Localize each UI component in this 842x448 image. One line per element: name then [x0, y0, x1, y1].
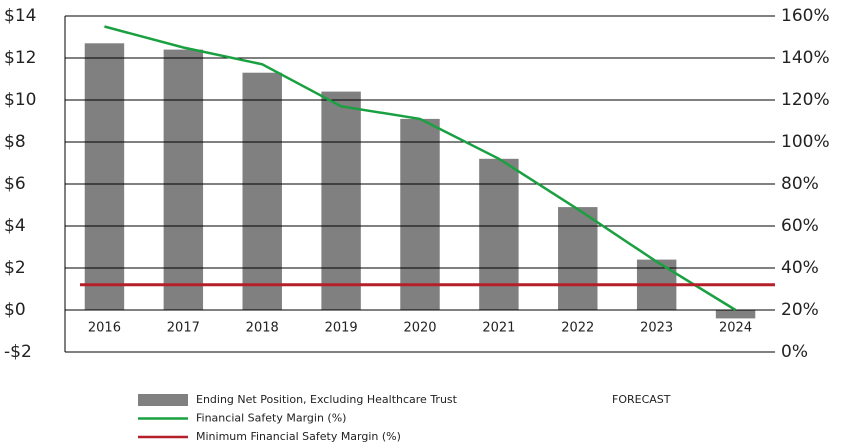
- y2-tick-label: 60%: [781, 216, 819, 236]
- y2-tick-label: 100%: [781, 132, 830, 152]
- bar: [715, 310, 756, 319]
- y2-tick-label: 140%: [781, 48, 830, 68]
- y-tick-label: $12: [4, 48, 36, 68]
- y-tick-label: $2: [4, 258, 26, 278]
- y2-tick-label: 0%: [781, 342, 808, 362]
- x-tick-label: 2016: [88, 321, 121, 336]
- legend-label: Financial Safety Margin (%): [196, 412, 346, 425]
- y2-tick-label: 40%: [781, 258, 819, 278]
- annotation: FORECAST: [612, 393, 671, 406]
- x-tick-label: 2022: [561, 321, 594, 336]
- x-tick-label: 2021: [482, 321, 515, 336]
- y2-tick-label: 160%: [781, 6, 830, 26]
- y-tick-label: $0: [4, 300, 26, 320]
- bar: [558, 207, 598, 310]
- y2-tick-label: 120%: [781, 90, 830, 110]
- legend-label: Minimum Financial Safety Margin (%): [196, 430, 401, 443]
- y2-tick-label: 80%: [781, 174, 819, 194]
- line-series: [104, 25, 737, 312]
- bar: [321, 91, 361, 310]
- x-tick-label: 2018: [246, 321, 279, 336]
- y-tick-label: -$2: [4, 342, 32, 362]
- bar: [84, 43, 125, 311]
- y2-tick-label: 20%: [781, 300, 819, 320]
- bar: [479, 158, 519, 310]
- bar: [242, 72, 282, 310]
- x-tick-label: 2017: [167, 321, 200, 336]
- legend-swatch: [138, 394, 188, 406]
- y-tick-label: $6: [4, 174, 26, 194]
- y-tick-label: $10: [4, 90, 36, 110]
- bar: [163, 49, 204, 310]
- bar: [400, 118, 440, 311]
- y-tick-label: $4: [4, 216, 26, 236]
- y-tick-label: $14: [4, 6, 36, 26]
- y-tick-label: $8: [4, 132, 26, 152]
- x-tick-label: 2019: [325, 321, 358, 336]
- x-tick-label: 2023: [640, 321, 673, 336]
- x-tick-label: 2024: [719, 321, 752, 336]
- x-tick-label: 2020: [403, 321, 436, 336]
- legend-label: Ending Net Position, Excluding Healthcar…: [196, 393, 458, 406]
